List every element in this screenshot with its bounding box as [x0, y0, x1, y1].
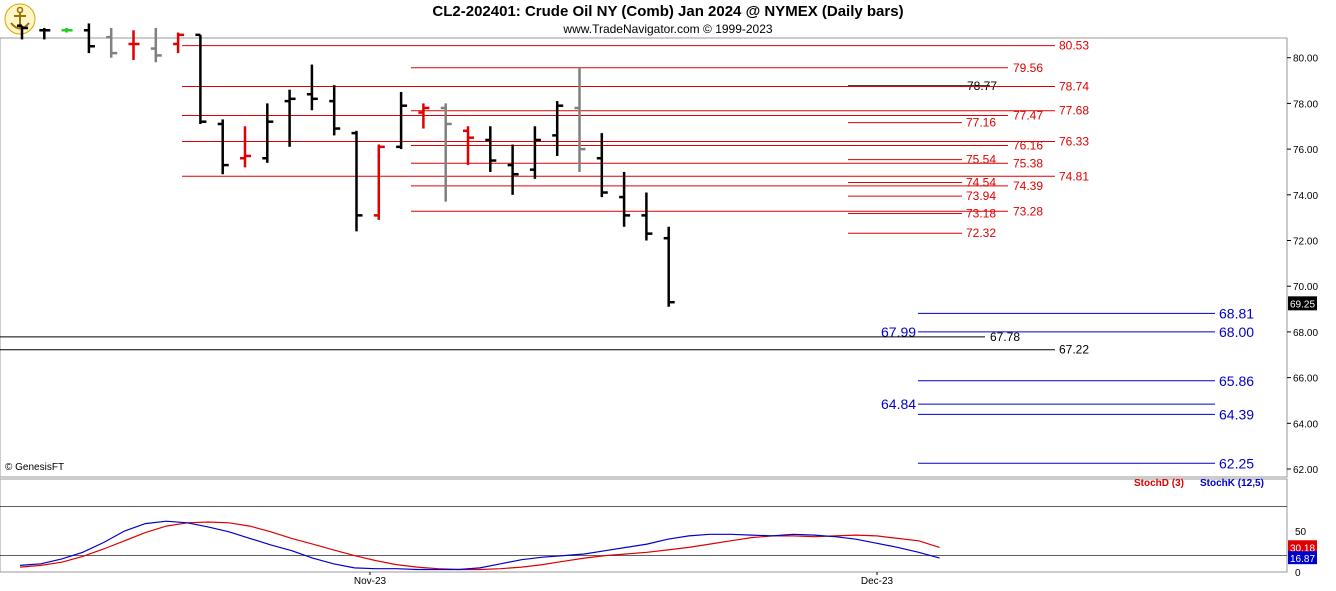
price-tick-label: 66.00 — [1293, 374, 1318, 385]
level-label-67.22: 67.22 — [1059, 343, 1089, 357]
ohlc-bar — [373, 144, 385, 220]
level-label-68.00: 68.00 — [1219, 324, 1254, 340]
price-tick-label: 64.00 — [1293, 419, 1318, 430]
date-tick-label: Dec-23 — [861, 576, 894, 587]
level-label-76.33: 76.33 — [1059, 135, 1089, 149]
chart-subtitle: www.TradeNavigator.com © 1999-2023 — [563, 22, 773, 36]
price-tick-label: 74.00 — [1293, 191, 1318, 202]
ohlc-bar — [529, 126, 541, 179]
level-label-73.18: 73.18 — [966, 207, 996, 221]
ohlc-bar — [83, 23, 95, 54]
level-label-68.81: 68.81 — [1219, 305, 1254, 321]
stoch-d-value-box — [1288, 540, 1317, 554]
legend-stoch-k: StochK (12,5) — [1200, 478, 1264, 489]
ohlc-bar — [619, 171, 631, 227]
level-label-64.84: 64.84 — [881, 396, 916, 412]
chart-frame — [0, 37, 1288, 573]
ohlc-bar — [217, 119, 229, 175]
price-axis[interactable]: 62.00 64.00 66.00 68.00 70.00 72.00 74.00 76.00… — [1287, 54, 1318, 476]
ohlc-bar — [463, 126, 474, 166]
ohlc-bar — [351, 130, 363, 232]
ohlc-bar — [284, 89, 296, 147]
level-label-76.16: 76.16 — [1013, 138, 1043, 152]
price-tick-label: 70.00 — [1293, 282, 1318, 293]
ohlc-bar — [396, 91, 408, 150]
date-axis[interactable]: Nov-23 Dec-23 — [354, 572, 894, 587]
last-price-label: 69.25 — [1290, 299, 1315, 310]
ohlc-bar — [440, 103, 452, 202]
ohlc-bar — [128, 30, 140, 60]
date-tick-label: Nov-23 — [354, 576, 387, 587]
level-label-62.25: 62.25 — [1219, 455, 1254, 471]
ohlc-bars — [17, 23, 675, 307]
level-label-74.54: 74.54 — [966, 175, 996, 189]
ohlc-bar — [306, 64, 318, 111]
level-label-72.32: 72.32 — [966, 226, 996, 240]
stoch-k-value-box — [1288, 551, 1317, 565]
stoch-d-line — [19, 521, 940, 571]
price-tick-label: 80.00 — [1293, 54, 1318, 65]
price-plot-border — [0, 37, 1288, 478]
ohlc-bar — [150, 27, 162, 63]
level-label-73.94: 73.94 — [966, 189, 996, 203]
price-tick-label: 62.00 — [1293, 465, 1318, 476]
level-label-78.77: 78.77 — [967, 79, 997, 93]
ohlc-bar — [240, 126, 251, 168]
level-label-75.54: 75.54 — [966, 153, 996, 167]
level-label-64.39: 64.39 — [1219, 406, 1254, 422]
level-label-77.47: 77.47 — [1013, 109, 1043, 123]
ohlc-bar — [552, 101, 564, 156]
level-label-74.81: 74.81 — [1059, 169, 1089, 183]
ohlc-bar — [418, 103, 430, 129]
ohlc-bar — [61, 27, 73, 33]
ohlc-bar — [39, 27, 51, 40]
price-tick-label: 72.00 — [1293, 237, 1318, 248]
price-tick-label: 76.00 — [1293, 145, 1318, 156]
ohlc-bar — [596, 133, 608, 198]
ohlc-bar — [485, 126, 497, 172]
price-tick-label: 78.00 — [1293, 99, 1318, 110]
level-label-77.68: 77.68 — [1059, 104, 1089, 118]
stoch-tick-label: 50 — [1295, 527, 1307, 538]
price-tick-label: 68.00 — [1293, 328, 1318, 339]
copyright-note: © GenesisFT — [5, 462, 65, 473]
level-label-65.86: 65.86 — [1219, 373, 1254, 389]
ohlc-bar — [17, 24, 28, 40]
stochastic-plot-border — [0, 478, 1288, 573]
level-label-75.38: 75.38 — [1013, 156, 1043, 170]
level-label-74.39: 74.39 — [1013, 179, 1043, 193]
chart-title: CL2-202401: Crude Oil NY (Comb) Jan 2024… — [432, 3, 904, 20]
level-label-79.56: 79.56 — [1013, 61, 1043, 75]
stoch-k-line — [19, 520, 940, 571]
last-price-box — [1288, 296, 1317, 311]
legend-stoch-d: StochD (3) — [1134, 478, 1184, 489]
level-label-77.16: 77.16 — [966, 116, 996, 130]
ohlc-bar — [663, 226, 675, 307]
level-label-67.78: 67.78 — [990, 330, 1020, 344]
stoch-k-value: 16.87 — [1290, 554, 1315, 565]
level-label-80.53: 80.53 — [1059, 39, 1089, 53]
ohlc-bar — [173, 32, 185, 54]
level-lines: 80.53 79.56 78.77 78.74 77.68 77.47 77.16 76.33… — [0, 39, 1254, 471]
ohlc-bar — [195, 33, 207, 124]
ohlc-bar — [329, 85, 341, 136]
level-label-67.99: 67.99 — [881, 324, 916, 340]
ohlc-bar — [641, 192, 653, 241]
ohlc-bar — [507, 144, 519, 195]
ohlc-bar — [262, 103, 274, 163]
stoch-d-value: 30.18 — [1290, 543, 1315, 554]
ohlc-bar — [106, 27, 118, 58]
level-label-73.28: 73.28 — [1013, 204, 1043, 218]
level-label-78.74: 78.74 — [1059, 79, 1089, 93]
ohlc-bar — [574, 66, 586, 172]
stoch-tick-label: 0 — [1295, 568, 1301, 579]
